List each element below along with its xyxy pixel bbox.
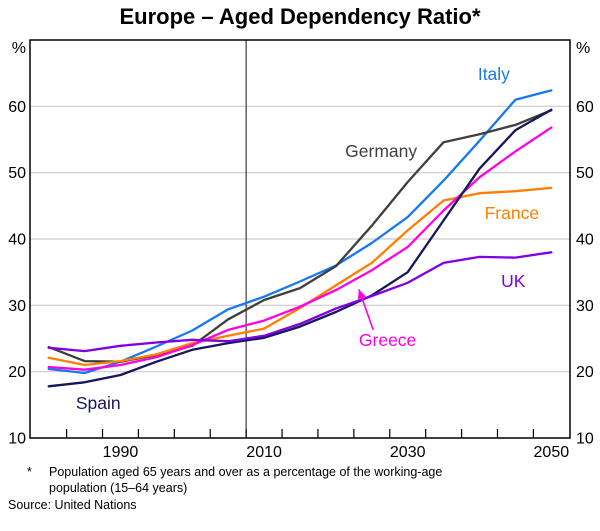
footnote-line1: Population aged 65 years and over as a p… (49, 465, 443, 479)
y-axis-label-left-10: 10 (8, 431, 26, 448)
series-label-spain: Spain (76, 393, 121, 413)
series-label-france: France (485, 203, 539, 223)
plot-frame (29, 39, 571, 439)
gridlines-group (30, 105, 570, 373)
series-line-spain (47, 108, 553, 388)
y-axis-label-right-60: 60 (576, 99, 594, 116)
x-axis-label-2050: 2050 (534, 444, 570, 461)
series-label-uk: UK (501, 271, 526, 291)
footnotes: * Population aged 65 years and over as a… (0, 464, 600, 513)
series-line-greece (47, 126, 553, 371)
y-axis-label-left-20: 20 (8, 364, 26, 381)
footnote-source: Source: United Nations (8, 498, 137, 512)
y-axis-label-left-40: 40 (8, 232, 26, 249)
footnote-marker: * (27, 465, 32, 479)
y-axis-label-left-30: 30 (8, 298, 26, 315)
series-label-germany: Germany (345, 141, 417, 161)
series-lines-group (47, 89, 553, 388)
series-label-italy: Italy (478, 64, 510, 84)
axis-ticks-group (66, 429, 534, 438)
x-axis-label-2010: 2010 (246, 444, 282, 461)
y-axis-label-right-30: 30 (576, 298, 594, 315)
footnote-line2: population (15–64 years) (49, 481, 188, 495)
y-axis-label-left-50: 50 (8, 165, 26, 182)
footnote-marker-spacer (0, 480, 49, 496)
chart-title: Europe – Aged Dependency Ratio* (119, 4, 481, 29)
x-axis-label-1990: 1990 (103, 444, 139, 461)
greece-arrow-head (357, 289, 366, 300)
plot-frame-group (29, 39, 571, 439)
y-axis-label-right-50: 50 (576, 165, 594, 182)
y-axis-label-left-60: 60 (8, 99, 26, 116)
y-axis-label-right-40: 40 (576, 232, 594, 249)
y-axis-label-right-10: 10 (576, 431, 594, 448)
y-axis-unit-right: % (576, 40, 590, 57)
series-line-italy (47, 89, 553, 375)
x-axis-label-2030: 2030 (390, 444, 426, 461)
series-label-greece: Greece (359, 330, 416, 350)
series-labels-group: Italy Germany France Greece Spain UK (76, 64, 539, 413)
series-line-france (47, 186, 553, 367)
y-axis-unit-left: % (12, 40, 26, 57)
series-line-uk (47, 251, 553, 353)
y-axis-label-right-20: 20 (576, 364, 594, 381)
